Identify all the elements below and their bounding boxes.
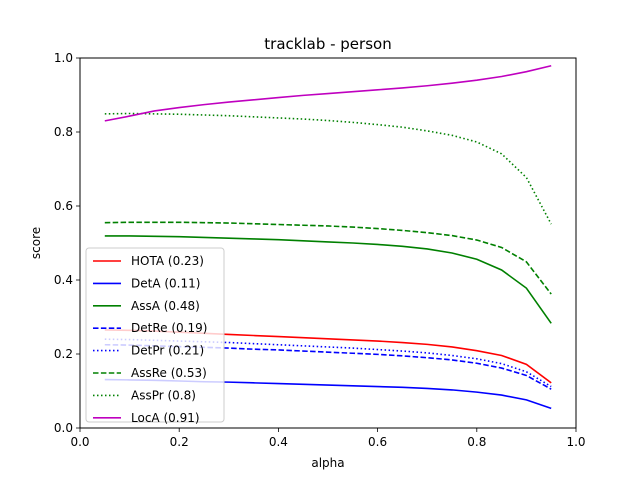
legend-label: HOTA (0.23) — [131, 254, 204, 268]
series-line-2 — [104, 235, 552, 324]
chart-title: tracklab - person — [264, 35, 391, 53]
legend-label: DetA (0.11) — [131, 276, 200, 290]
y-tick-label: 0.8 — [54, 125, 73, 139]
y-axis-label: score — [29, 227, 43, 259]
legend-label: AssPr (0.8) — [131, 388, 196, 402]
legend-label: LocA (0.91) — [131, 411, 200, 425]
x-tick-label: 0.2 — [170, 435, 189, 449]
series-line-4 — [104, 338, 552, 388]
x-tick-label: 0.0 — [70, 435, 89, 449]
legend: HOTA (0.23) DetA (0.11) AssA (0.48) DetRe (… — [85, 247, 225, 425]
ticks-layer: 0.0 0.2 0.4 0.6 0.8 1.0 0.0 0.2 0.4 0.6 0.8 1.0 — [54, 51, 586, 449]
legend-box — [85, 247, 225, 423]
legend-label: DetRe (0.19) — [131, 321, 207, 335]
x-axis-label: alpha — [311, 456, 344, 470]
series-line-7 — [104, 64, 552, 122]
x-tick-label: 1.0 — [566, 435, 585, 449]
y-tick-label: 0.2 — [54, 347, 73, 361]
legend-label: AssA (0.48) — [131, 299, 200, 313]
legend-label: DetPr (0.21) — [131, 344, 204, 358]
y-tick-label: 0.6 — [54, 199, 73, 213]
legend-label: AssRe (0.53) — [131, 366, 207, 380]
y-tick-label: 0.4 — [54, 273, 73, 287]
plot-frame — [79, 57, 577, 429]
y-tick-label: 0.0 — [54, 421, 73, 435]
x-tick-label: 0.8 — [467, 435, 486, 449]
y-tick-label: 1.0 — [54, 51, 73, 65]
x-tick-label: 0.6 — [368, 435, 387, 449]
series-line-5 — [104, 221, 552, 295]
x-tick-label: 0.4 — [269, 435, 288, 449]
